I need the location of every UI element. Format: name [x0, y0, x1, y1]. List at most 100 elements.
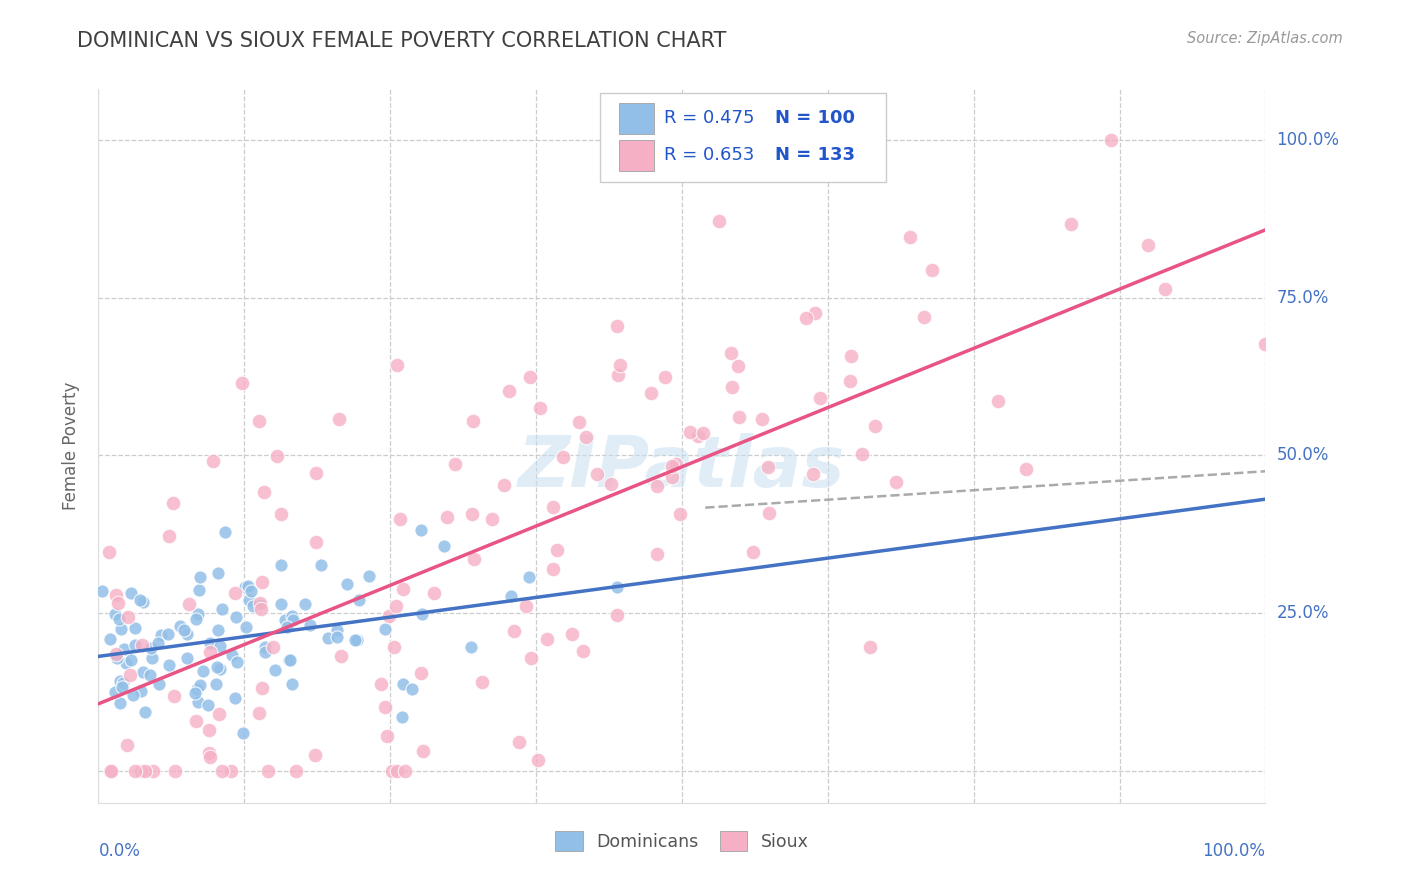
Point	[501, 589, 523, 603]
Point	[373, 622, 395, 636]
Point	[173, 623, 195, 637]
Point	[529, 401, 551, 416]
Point	[515, 599, 537, 613]
Point	[686, 428, 709, 442]
Point	[374, 700, 396, 714]
Point	[132, 595, 155, 609]
Point	[209, 639, 232, 653]
Point	[207, 623, 229, 637]
Point	[198, 750, 221, 764]
Point	[270, 507, 292, 521]
Point	[225, 610, 247, 624]
FancyBboxPatch shape	[619, 139, 654, 171]
Point	[115, 656, 138, 670]
Point	[122, 689, 145, 703]
Point	[381, 764, 404, 779]
Point	[207, 659, 229, 673]
Point	[232, 726, 254, 740]
Point	[157, 529, 180, 543]
Point	[163, 764, 186, 779]
Text: 0.0%: 0.0%	[98, 842, 141, 860]
Point	[276, 620, 298, 634]
Point	[309, 558, 332, 572]
Point	[551, 450, 574, 464]
Point	[184, 612, 207, 626]
Point	[263, 663, 285, 677]
Point	[349, 593, 371, 607]
Point	[249, 598, 271, 612]
Point	[391, 582, 413, 596]
Point	[257, 764, 280, 779]
Point	[120, 653, 142, 667]
Point	[280, 609, 302, 624]
Point	[188, 583, 211, 598]
Text: 75.0%: 75.0%	[1277, 289, 1329, 307]
Point	[98, 764, 121, 779]
Point	[411, 666, 433, 681]
Point	[357, 568, 380, 582]
Point	[118, 668, 141, 682]
Point	[117, 610, 139, 624]
Point	[250, 602, 273, 616]
Text: DOMINICAN VS SIOUX FEMALE POVERTY CORRELATION CHART: DOMINICAN VS SIOUX FEMALE POVERTY CORREL…	[77, 31, 727, 51]
Point	[187, 695, 209, 709]
Text: Source: ZipAtlas.com: Source: ZipAtlas.com	[1187, 31, 1343, 46]
Point	[129, 593, 152, 607]
Point	[98, 545, 121, 559]
Point	[1136, 237, 1159, 252]
Point	[387, 764, 409, 779]
Point	[370, 677, 392, 691]
Text: 50.0%: 50.0%	[1277, 447, 1329, 465]
Point	[609, 358, 631, 372]
Point	[721, 379, 744, 393]
Point	[146, 636, 169, 650]
Point	[184, 714, 207, 728]
Point	[433, 539, 456, 553]
Point	[336, 577, 359, 591]
Point	[463, 551, 485, 566]
Point	[294, 598, 316, 612]
Point	[240, 583, 263, 598]
Point	[391, 710, 413, 724]
Point	[801, 467, 824, 481]
Point	[238, 592, 260, 607]
Point	[665, 457, 688, 471]
Point	[219, 764, 242, 779]
Point	[208, 662, 231, 676]
Point	[794, 311, 817, 326]
Y-axis label: Female Poverty: Female Poverty	[62, 382, 80, 510]
Point	[503, 624, 526, 638]
Point	[163, 689, 186, 703]
Point	[176, 627, 198, 641]
Point	[107, 650, 129, 665]
Point	[568, 415, 591, 429]
Point	[131, 638, 153, 652]
Point	[176, 651, 198, 665]
Point	[460, 640, 482, 654]
Point	[886, 475, 908, 489]
Point	[157, 658, 180, 673]
Point	[198, 723, 221, 737]
Point	[114, 642, 136, 657]
Point	[727, 359, 749, 374]
Point	[645, 479, 668, 493]
Point	[517, 570, 540, 584]
Point	[1154, 282, 1177, 296]
Point	[201, 454, 224, 468]
Point	[131, 665, 153, 679]
Point	[560, 627, 582, 641]
Point	[661, 470, 683, 484]
Point	[389, 512, 412, 526]
Point	[305, 467, 328, 481]
Point	[211, 764, 233, 778]
Point	[274, 613, 297, 627]
Point	[519, 650, 541, 665]
Point	[851, 447, 873, 461]
Text: 25.0%: 25.0%	[1277, 605, 1329, 623]
Point	[304, 747, 326, 762]
Point	[236, 579, 259, 593]
Point	[134, 705, 156, 719]
Point	[188, 678, 211, 692]
Point	[305, 534, 328, 549]
Point	[148, 677, 170, 691]
